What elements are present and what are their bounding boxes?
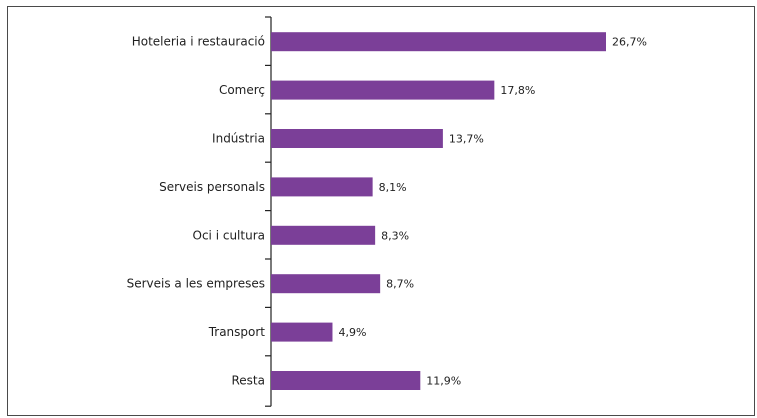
value-label: 8,7%	[386, 278, 414, 291]
category-label: Transport	[208, 325, 266, 339]
bar	[271, 80, 495, 100]
bar-chart: Hoteleria i restauració 26,7% Comerç 17,8% I…	[127, 16, 647, 407]
category-label: Indústria	[212, 132, 265, 146]
value-label: 11,9%	[426, 375, 461, 388]
bar	[271, 32, 606, 52]
value-label: 8,3%	[381, 229, 409, 242]
category-label: Hoteleria i restauració	[132, 35, 265, 49]
bar	[271, 274, 381, 294]
category-label: Resta	[232, 374, 266, 388]
value-label: 13,7%	[449, 133, 484, 146]
chart-frame: Hoteleria i restauració 26,7% Comerç 17,8% I…	[7, 6, 755, 416]
value-label: 17,8%	[500, 84, 535, 97]
value-label: 26,7%	[612, 36, 647, 49]
value-label: 8,1%	[379, 181, 407, 194]
bar	[271, 177, 373, 197]
bar	[271, 225, 376, 245]
bar	[271, 371, 421, 390]
category-label: Serveis personals	[159, 180, 265, 194]
category-label: Comerç	[219, 83, 265, 97]
value-label: 4,9%	[338, 326, 366, 339]
category-label: Serveis a les empreses	[127, 277, 265, 291]
category-label: Oci i cultura	[193, 228, 265, 242]
bar	[271, 129, 443, 148]
bar	[271, 322, 333, 342]
